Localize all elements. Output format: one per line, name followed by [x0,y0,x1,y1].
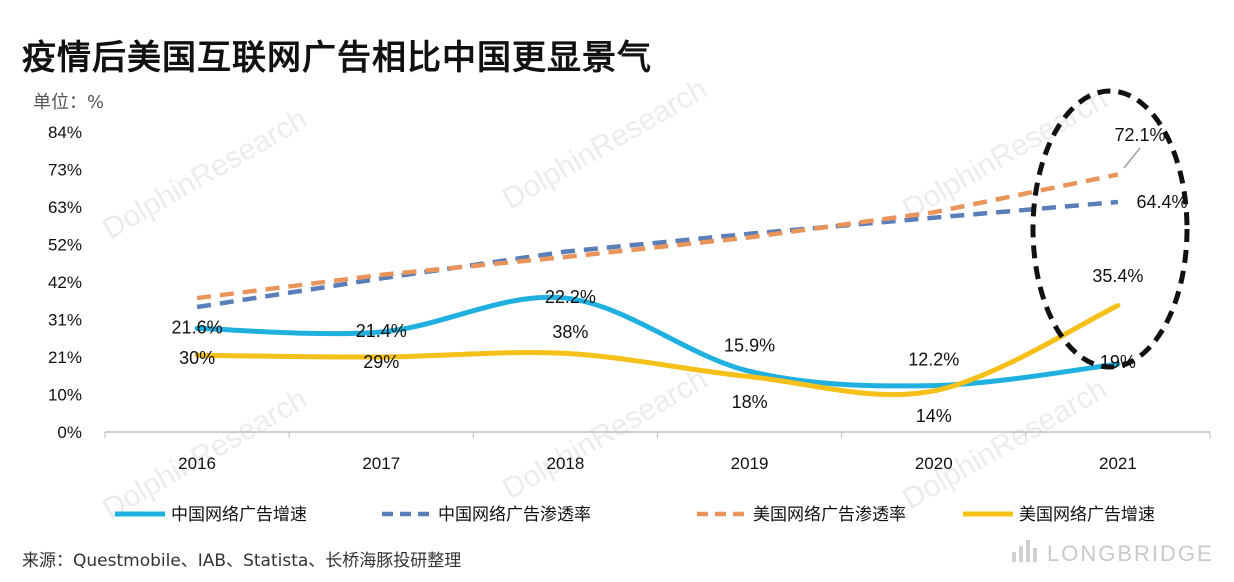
legend-label-1: 中国网络广告渗透率 [438,505,591,525]
y-tick-label: 21% [48,348,82,367]
y-tick-label: 10% [48,386,82,405]
legend-label-0: 中国网络广告增速 [171,505,307,525]
brand-mark-bar [1026,540,1030,562]
y-tick-label: 31% [48,311,82,330]
us-growth-label: 35.4% [1092,266,1143,286]
us-penetration-label: 72.1% [1114,125,1165,145]
x-tick-label: 2021 [1099,454,1137,473]
series-line-0 [194,294,1121,389]
y-tick-label: 84% [48,123,82,142]
series-lines [194,172,1121,398]
chart-title: 疫情后美国互联网广告相比中国更显景气 [22,38,652,78]
cn-growth-label: 22.2% [545,287,596,307]
brand-mark-bar [1033,548,1037,562]
y-tick-label: 63% [48,198,82,217]
brand-mark-bar [1012,552,1016,562]
us-penetration-leader-line [1123,147,1141,169]
y-tick-label: 73% [48,161,82,180]
cn-penetration-label: 64.4% [1136,192,1187,212]
series-line-1 [196,199,1119,310]
cn-growth-label: 15.9% [724,335,775,355]
y-tick-label: 0% [57,423,82,442]
brand-logo-text: LONGBRIDGE [1047,541,1214,566]
x-tick-label: 2020 [915,454,953,473]
cn-growth-label: 12.2% [908,350,959,370]
unit-label: 单位：% [33,92,105,113]
watermark-text-1: DolphinResearch [497,72,713,216]
legend: 中国网络广告增速 中国网络广告渗透率 美国网络广告渗透率 美国网络广告增速 [115,505,1155,562]
y-tick-label: 42% [48,273,82,292]
us-growth-label: 38% [552,322,588,342]
x-tick-label: 2017 [362,454,400,473]
legend-label-2: 美国网络广告渗透率 [753,505,906,525]
y-tick-label: 52% [48,236,82,255]
brand-mark-bar [1019,546,1023,562]
chart-axes: 0% 10% 21% 31% 42% 52% 63% 73% 84% 2016 2017 2018 20… [48,123,1211,473]
cn-growth-label: 21.4% [356,321,407,341]
x-tick-label: 2019 [731,454,769,473]
cn-growth-label: 21.6% [172,317,223,337]
series-line-3 [194,303,1121,398]
legend-label-3: 美国网络广告增速 [1019,505,1155,525]
highlight-ellipse [1030,88,1190,370]
x-tick-label: 2018 [547,454,585,473]
watermark-text-4: DolphinResearch [497,362,713,506]
series-line-2 [196,172,1119,301]
us-growth-label: 18% [732,392,768,412]
x-tick-label: 2016 [178,454,216,473]
us-growth-label: 30% [179,348,215,368]
data-labels: 21.6% 21.4%22.2%15.9%12.2% 19%30% 29%38%18%… [172,125,1188,426]
watermark-text-0: DolphinResearch [97,102,313,246]
us-growth-label: 14% [916,406,952,426]
annotation-layer [1030,88,1190,370]
source-note: 来源：Questmobile、IAB、Statista、长桥海豚投研整理 [22,551,462,571]
us-growth-label: 29% [363,352,399,372]
